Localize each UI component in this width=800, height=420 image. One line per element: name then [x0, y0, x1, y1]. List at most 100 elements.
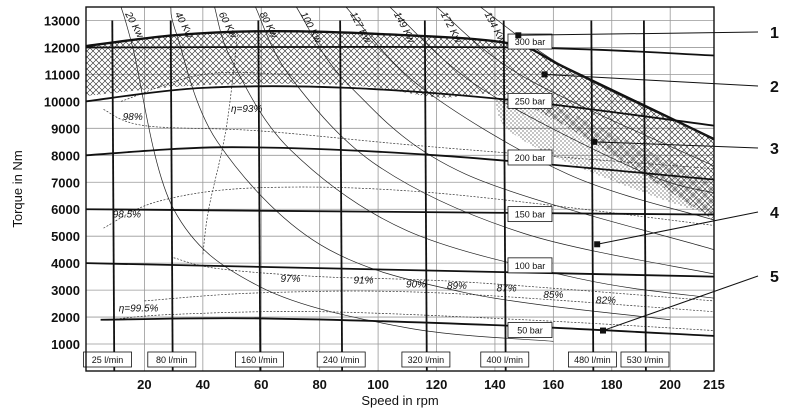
callout-marker — [591, 138, 598, 145]
y-tick-label: 4000 — [51, 256, 80, 271]
callout-number: 1 — [770, 25, 779, 42]
y-tick-label: 11000 — [45, 67, 80, 82]
y-tick-label: 2000 — [51, 310, 80, 325]
power-label: 20 Kw — [122, 9, 146, 40]
pressure-label-box — [507, 322, 553, 338]
y-tick-label: 6000 — [51, 202, 80, 217]
x-tick-label: 120 — [426, 377, 448, 392]
y-tick-label: 3000 — [51, 283, 80, 298]
flow-line — [590, 20, 595, 371]
flow-line — [502, 20, 507, 371]
efficiency-contour — [202, 31, 239, 256]
flow-label-box — [401, 351, 451, 368]
x-tick-label: 100 — [367, 377, 389, 392]
efficiency-label: 91% — [353, 275, 373, 286]
x-tick-label: 20 — [137, 377, 151, 392]
callout-number: 2 — [770, 79, 779, 96]
x-tick-label: 40 — [196, 377, 210, 392]
pressure-label-box — [507, 92, 553, 109]
efficiency-contour — [103, 186, 714, 229]
efficiency-label: 85% — [543, 290, 563, 301]
pressure-label-box — [507, 257, 553, 274]
flow-label: 25 l/min — [92, 355, 124, 365]
pressure-label: 150 bar — [515, 210, 546, 220]
efficiency-label: η=93% — [231, 104, 263, 115]
y-tick-label: 5000 — [51, 229, 80, 244]
pressure-line — [86, 208, 714, 216]
flow-label-box — [83, 351, 132, 368]
flow-line — [423, 20, 428, 371]
callout-marker — [541, 71, 548, 78]
flow-line — [257, 20, 262, 371]
flow-label: 400 l/min — [487, 355, 524, 365]
flow-label-box — [568, 351, 617, 368]
flow-label-box — [316, 351, 366, 368]
flow-label: 160 l/min — [241, 355, 278, 365]
pressure-label: 200 bar — [515, 153, 546, 163]
intermittent-region-hatched — [86, 31, 714, 221]
pressure-line — [100, 317, 714, 337]
x-tick-label: 140 — [484, 377, 506, 392]
power-line — [120, 7, 554, 342]
flow-label: 530 l/min — [627, 355, 664, 365]
power-line — [214, 7, 714, 299]
efficiency-contour — [103, 109, 714, 170]
x-tick-label: 180 — [601, 377, 623, 392]
callout-number: 3 — [770, 141, 779, 158]
flow-label-box — [235, 351, 284, 368]
flow-lines — [111, 20, 647, 371]
power-line — [480, 7, 714, 140]
pressure-line — [86, 146, 714, 181]
power-line — [345, 7, 714, 221]
y-tick-label: 10000 — [44, 94, 80, 109]
power-line — [170, 7, 671, 321]
efficiency-label: η=99.5% — [119, 304, 159, 315]
callout-marker — [594, 241, 601, 248]
x-tick-label: 215 — [703, 377, 725, 392]
curve-labels: 300 bar 250 bar 200 bar 150 bar 100 bar 50 ba… — [83, 9, 670, 368]
flow-line — [111, 20, 116, 371]
flow-line — [642, 20, 647, 371]
efficiency-label: 82% — [596, 296, 616, 307]
pressure-lines — [86, 45, 714, 337]
x-tick-label: 80 — [312, 377, 326, 392]
x-axis-label: Speed in rpm — [361, 393, 438, 408]
flow-label: 240 l/min — [323, 355, 360, 365]
x-tick-label: 60 — [254, 377, 268, 392]
efficiency-label: 90% — [406, 279, 426, 290]
y-tick-label: 8000 — [51, 148, 80, 163]
y-tick-label: 1000 — [51, 337, 80, 352]
max-torque-envelope — [86, 30, 714, 141]
flow-line — [339, 20, 344, 371]
x-tick-label: 160 — [542, 377, 564, 392]
callout-leader — [594, 141, 759, 149]
y-tick-label: 12000 — [44, 40, 80, 55]
flow-label: 480 l/min — [574, 355, 611, 365]
y-tick-label: 13000 — [44, 13, 80, 28]
callout-number: 5 — [770, 269, 779, 286]
flow-line — [169, 20, 174, 371]
operating-regions — [86, 30, 714, 221]
callout-leader — [597, 211, 759, 245]
peak-region-dotted — [494, 93, 714, 215]
power-lines — [120, 7, 714, 342]
efficiency-label: 97% — [280, 274, 300, 285]
pressure-line — [86, 85, 714, 127]
pressure-label: 100 bar — [515, 261, 546, 271]
x-tick-label: 200 — [659, 377, 681, 392]
efficiency-label: 89% — [447, 281, 467, 292]
callout-marker — [600, 327, 607, 334]
flow-label-box — [480, 351, 530, 368]
power-line — [255, 7, 714, 275]
pressure-label: 250 bar — [515, 96, 546, 106]
power-line — [389, 7, 714, 194]
y-axis-label: Torque in Nm — [10, 150, 25, 227]
flow-label: 320 l/min — [408, 355, 445, 365]
flow-label-box — [620, 351, 670, 368]
efficiency-label: 98% — [123, 112, 143, 123]
pressure-label: 300 bar — [515, 37, 546, 47]
pressure-label-box — [507, 206, 553, 223]
efficiency-contour — [144, 290, 714, 313]
y-tick-label: 9000 — [51, 121, 80, 136]
